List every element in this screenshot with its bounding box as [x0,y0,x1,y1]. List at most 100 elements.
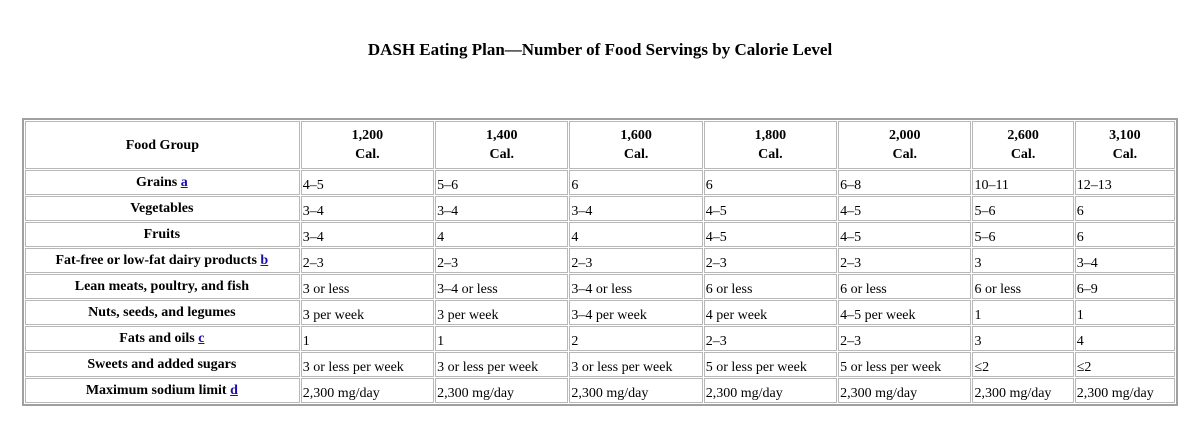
food-group-cell: Fat-free or low-fat dairy products b [25,248,300,273]
servings-cell: 4 [1074,326,1175,351]
servings-cell: 2,300 mg/day [703,378,838,403]
servings-cell: 2–3 [838,326,972,351]
servings-cell: 6 [569,170,703,195]
servings-cell: 1 [972,300,1074,325]
servings-cell: 3 or less per week [435,352,569,377]
table-row: Fats and oils c 1 1 2 2–3 2–3 3 4 [25,326,1175,351]
servings-cell: 6 [1074,222,1175,247]
servings-cell: 6–9 [1074,274,1175,299]
food-group-cell: Nuts, seeds, and legumes [25,300,300,325]
servings-cell: 2–3 [435,248,569,273]
servings-cell: 1 [300,326,435,351]
calorie-unit: Cal. [1112,147,1138,162]
servings-cell: 3–4 [435,196,569,221]
servings-cell: 10–11 [972,170,1074,195]
servings-table: Food Group 1,200 Cal. 1,400 Cal. 1,600 Cal.… [22,118,1178,406]
servings-cell: 4 [569,222,703,247]
table-row: Nuts, seeds, and legumes 3 per week 3 pe… [25,300,1175,325]
servings-cell: 3 [972,248,1074,273]
servings-cell: ≤2 [1074,352,1175,377]
servings-cell: 2–3 [300,248,435,273]
calorie-column-header: 1,600 Cal. [569,121,703,169]
servings-cell: 2,300 mg/day [435,378,569,403]
servings-cell: 3 or less per week [569,352,703,377]
servings-cell: 3–4 [569,196,703,221]
calorie-unit: Cal. [355,147,380,162]
servings-cell: 2 [569,326,703,351]
food-group-cell: Maximum sodium limit d [25,378,300,403]
servings-cell: 2,300 mg/day [972,378,1074,403]
food-group-label: Maximum sodium limit [85,382,227,398]
footnote-link[interactable]: c [198,330,205,346]
footnote-link[interactable]: a [180,174,188,190]
calorie-unit: Cal. [758,147,783,162]
servings-cell: 4–5 [838,196,972,221]
calorie-value: 1,600 [620,128,652,143]
servings-cell: 3 [972,326,1074,351]
servings-cell: 1 [1074,300,1175,325]
servings-cell: 6–8 [838,170,972,195]
servings-cell: 4 per week [703,300,838,325]
calorie-unit: Cal. [892,147,918,162]
calorie-column-header: 1,400 Cal. [435,121,569,169]
food-group-label: Fats and oils [119,330,195,346]
food-group-label: Fat-free or low-fat dairy products [55,252,257,268]
servings-cell: 3–4 [1074,248,1175,273]
footnote-link[interactable]: b [260,252,269,268]
calorie-value: 2,000 [889,128,921,143]
servings-cell: 2,300 mg/day [569,378,703,403]
servings-cell: 2,300 mg/day [838,378,972,403]
calorie-value: 1,800 [754,128,787,143]
table-row: Sweets and added sugars 3 or less per we… [25,352,1175,377]
food-group-label: Nuts, seeds, and legumes [88,304,236,320]
table-row: Fat-free or low-fat dairy products b 2–3… [25,248,1175,273]
food-group-label: Fruits [143,226,181,242]
servings-cell: 6 or less [703,274,838,299]
servings-cell: 5–6 [972,222,1074,247]
servings-cell: 2–3 [703,248,838,273]
calorie-value: 1,400 [485,128,518,143]
food-group-cell: Fats and oils c [25,326,300,351]
servings-cell: 6 or less [972,274,1074,299]
calorie-value: 2,600 [1007,128,1039,143]
food-group-label: Sweets and added sugars [87,356,237,372]
calorie-unit: Cal. [1010,147,1036,162]
food-group-label: Lean meats, poultry, and fish [74,278,249,294]
servings-cell: 3–4 [300,222,435,247]
servings-cell: 5 or less per week [703,352,838,377]
table-row: Maximum sodium limit d 2,300 mg/day 2,30… [25,378,1175,403]
servings-cell: 3 or less [300,274,435,299]
calorie-column-header: 2,000 Cal. [838,121,972,169]
servings-cell: 4–5 [703,222,838,247]
servings-cell: 6 [1074,196,1175,221]
servings-cell: 3–4 per week [569,300,703,325]
table-row: Lean meats, poultry, and fish 3 or less … [25,274,1175,299]
servings-cell: 2,300 mg/day [300,378,435,403]
servings-cell: 5 or less per week [838,352,972,377]
servings-cell: 5–6 [972,196,1074,221]
servings-cell: 12–13 [1074,170,1175,195]
servings-cell: 6 [703,170,838,195]
servings-cell: 3 per week [435,300,569,325]
footnote-link[interactable]: d [230,382,238,398]
servings-cell: 2,300 mg/day [1074,378,1175,403]
servings-cell: 3 per week [300,300,435,325]
calorie-column-header: 3,100 Cal. [1074,121,1175,169]
food-group-cell: Fruits [25,222,300,247]
food-group-header: Food Group [25,121,300,169]
servings-cell: 3 or less per week [300,352,435,377]
servings-cell: 1 [435,326,569,351]
calorie-column-header: 1,200 Cal. [300,121,435,169]
servings-cell: 3–4 or less [569,274,703,299]
servings-cell: 5–6 [435,170,569,195]
servings-cell: 4 [435,222,569,247]
servings-cell: 4–5 [703,196,838,221]
food-group-label: Grains [135,174,178,190]
calorie-column-header: 2,600 Cal. [972,121,1074,169]
food-group-cell: Lean meats, poultry, and fish [25,274,300,299]
calorie-value: 1,200 [351,128,384,143]
servings-cell: 3–4 [300,196,435,221]
food-group-label: Vegetables [130,200,194,216]
calorie-unit: Cal. [623,147,649,162]
header-row: Food Group 1,200 Cal. 1,400 Cal. 1,600 Cal.… [25,121,1175,169]
